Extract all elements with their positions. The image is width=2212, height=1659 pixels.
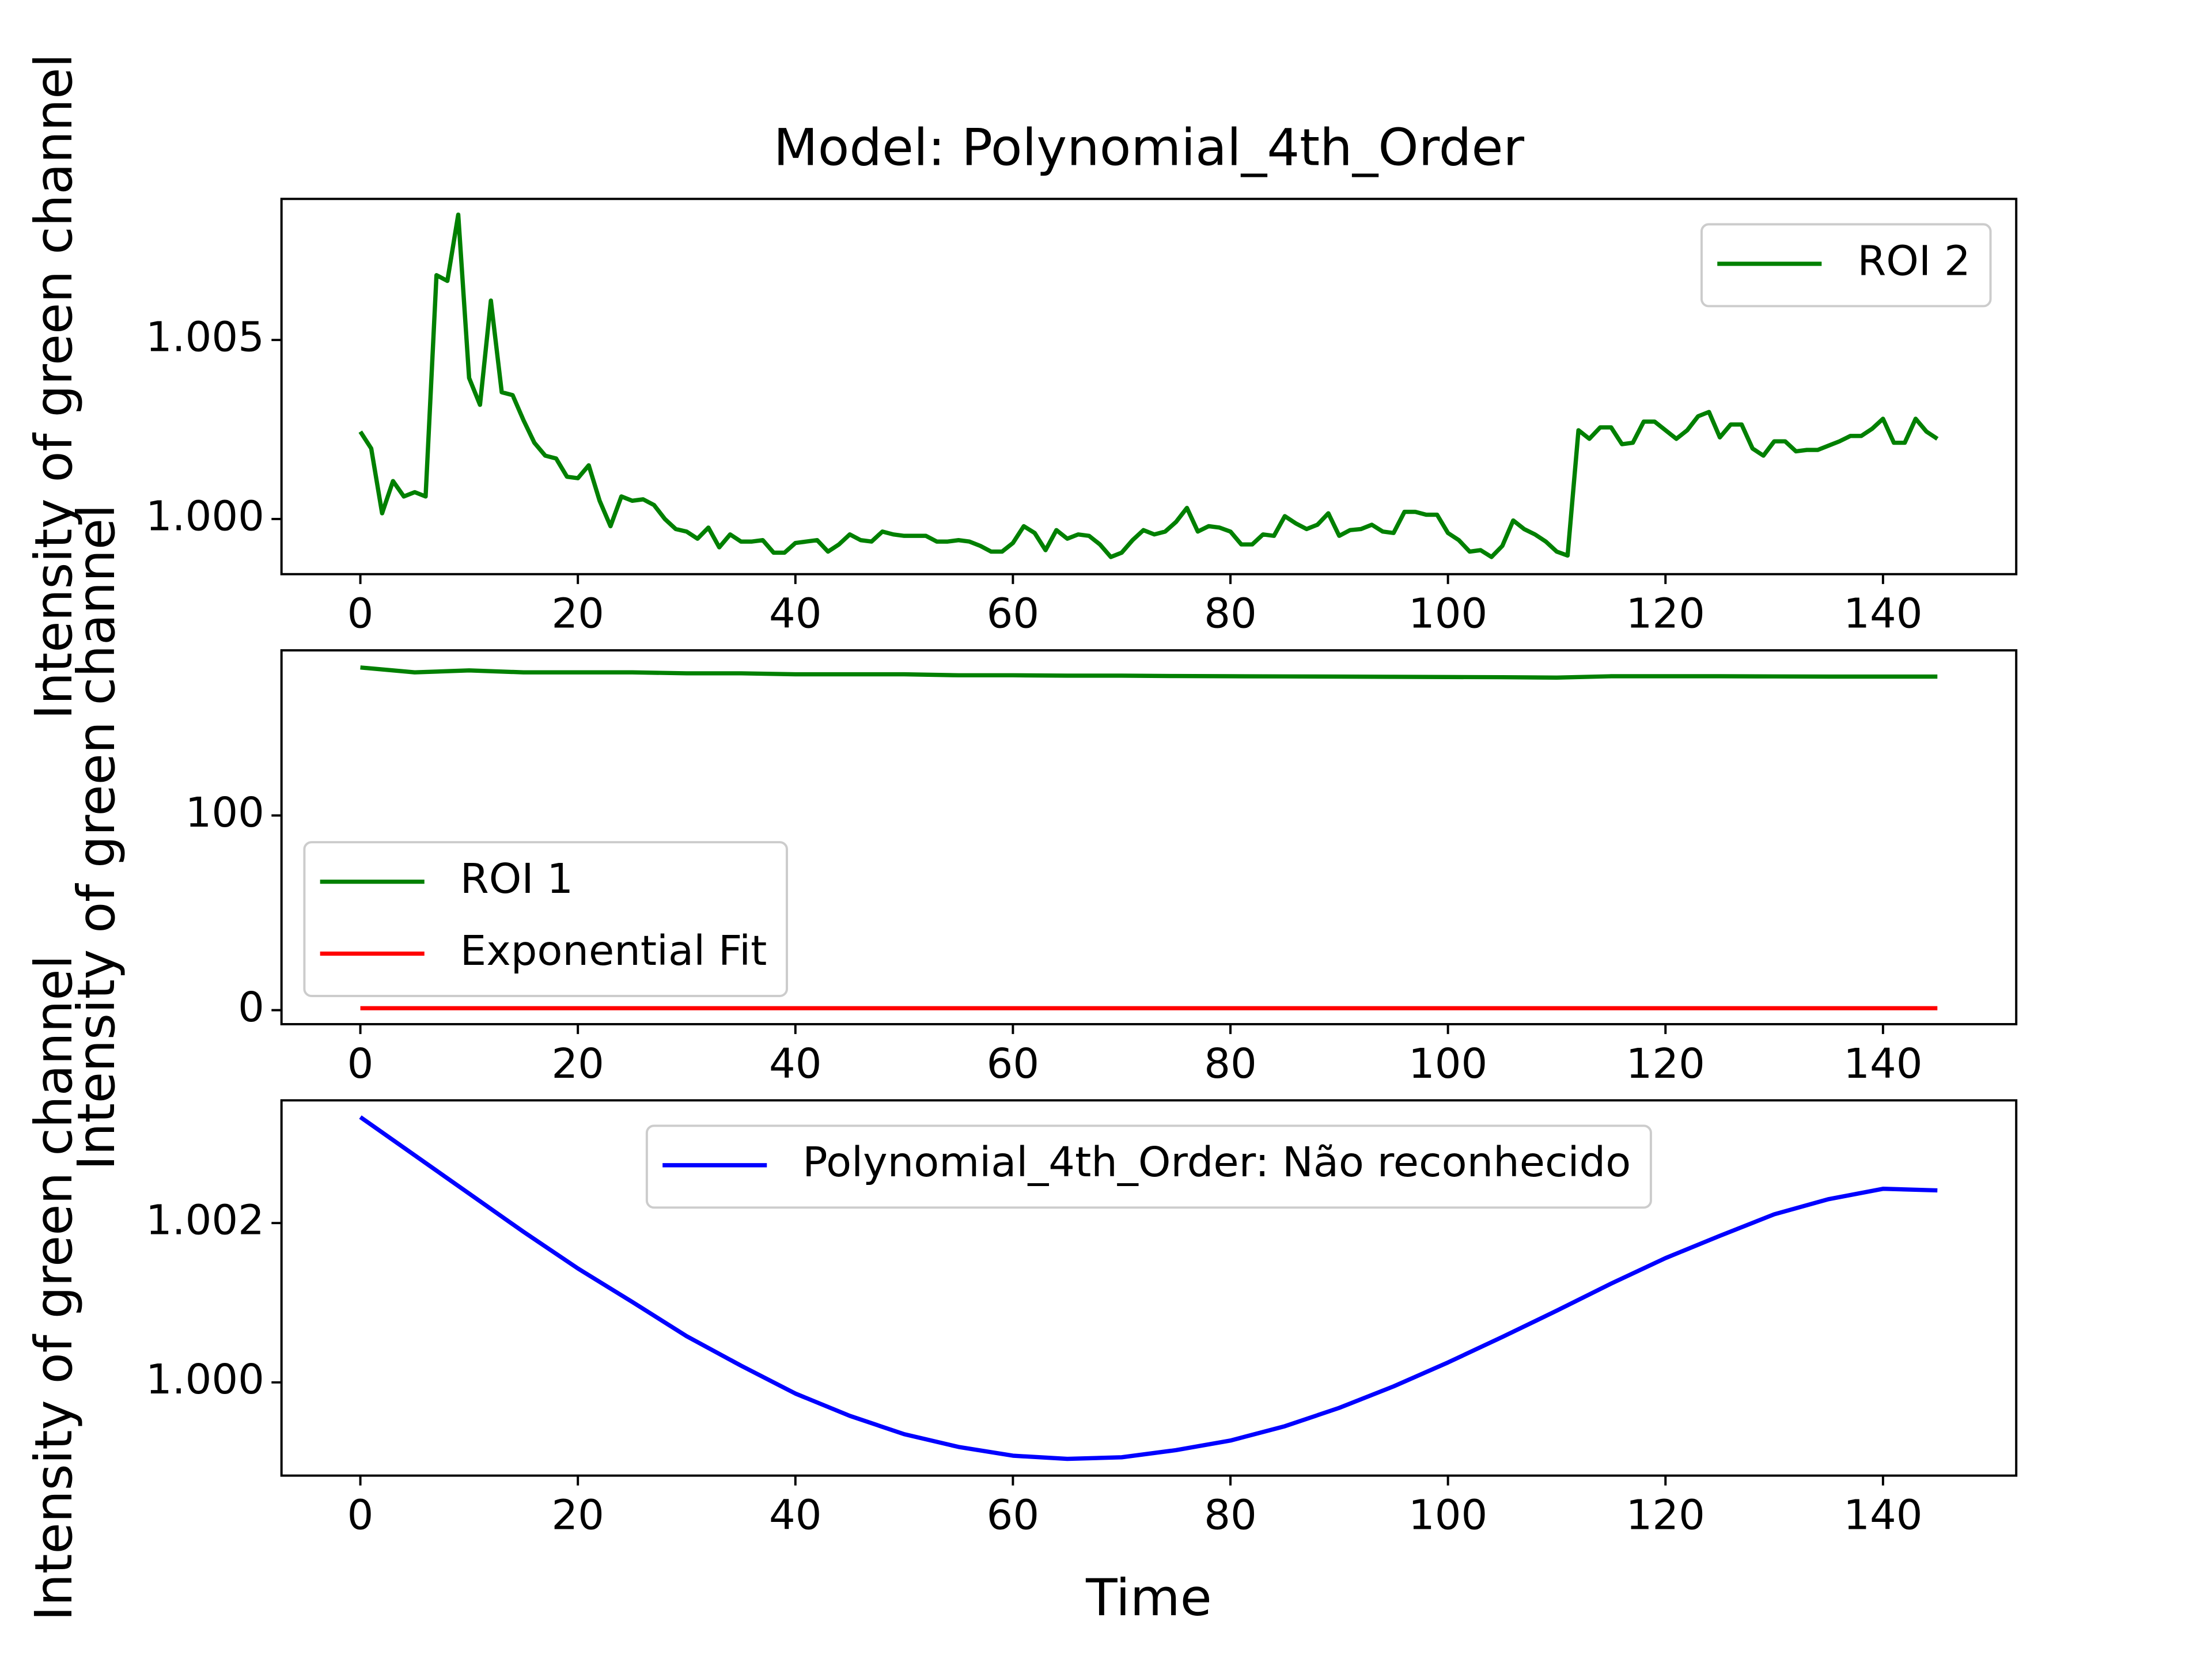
x-tick-label: 20: [551, 1040, 604, 1087]
data-line: [359, 1115, 1938, 1461]
x-tick-label: 0: [347, 590, 374, 637]
x-tick-label: 140: [1843, 1491, 1922, 1539]
legend-frame: [1700, 223, 1992, 308]
x-tick-label: 20: [551, 1491, 604, 1539]
x-axis-label: Time: [1085, 1568, 1212, 1627]
y-tick-label: 1.005: [146, 313, 264, 361]
axes-frame: [280, 198, 2018, 575]
y-axis-label: Intensity of green channel: [24, 955, 84, 1621]
y-tick-label: 1.000: [146, 493, 264, 540]
legend-label: Polynomial_4th_Order: Não reconhecido: [802, 1139, 1631, 1186]
chart-title: Model: Polynomial_4th_Order: [774, 118, 1525, 177]
x-tick-label: 120: [1626, 590, 1705, 637]
legend-frame: [645, 1124, 1652, 1209]
y-axis-label: Intensity of green channel: [24, 54, 84, 719]
x-tick-label: 20: [551, 590, 604, 637]
y-axis-label: Intensity of green channel: [67, 504, 127, 1170]
x-tick-label: 40: [769, 1040, 822, 1087]
x-tick-label: 120: [1626, 1040, 1705, 1087]
y-tick-label: 0: [238, 983, 264, 1031]
axes-frame: [280, 649, 2018, 1025]
x-tick-label: 100: [1408, 1040, 1487, 1087]
x-tick-label: 60: [987, 1040, 1040, 1087]
x-tick-label: 140: [1843, 1040, 1922, 1087]
legend-label: ROI 1: [460, 855, 573, 902]
x-tick-label: 80: [1204, 1040, 1257, 1087]
x-tick-label: 0: [347, 1040, 374, 1087]
legend: Polynomial_4th_Order: Não reconhecido: [645, 1124, 1652, 1209]
legend: ROI 2: [1700, 223, 1992, 308]
x-tick-label: 140: [1843, 590, 1922, 637]
data-line: [358, 212, 1939, 559]
legend-label: ROI 2: [1857, 237, 1970, 285]
legend: ROI 1 Exponential Fit: [303, 841, 788, 997]
x-tick-label: 40: [769, 590, 822, 637]
x-tick-label: 60: [987, 590, 1040, 637]
legend-frame: [303, 841, 788, 997]
x-tick-label: 40: [769, 1491, 822, 1539]
y-tick-label: 1.002: [146, 1196, 264, 1244]
x-tick-label: 80: [1204, 1491, 1257, 1539]
x-tick-label: 120: [1626, 1491, 1705, 1539]
legend-label: Exponential Fit: [460, 927, 767, 974]
x-tick-label: 60: [987, 1491, 1040, 1539]
x-tick-label: 100: [1408, 1491, 1487, 1539]
y-tick-label: 100: [185, 789, 264, 836]
x-tick-label: 80: [1204, 590, 1257, 637]
axes-frame: [280, 1099, 2018, 1477]
x-tick-label: 0: [347, 1491, 374, 1539]
y-tick-label: 1.000: [146, 1356, 264, 1403]
data-line: [360, 665, 1938, 680]
x-tick-label: 100: [1408, 590, 1487, 637]
